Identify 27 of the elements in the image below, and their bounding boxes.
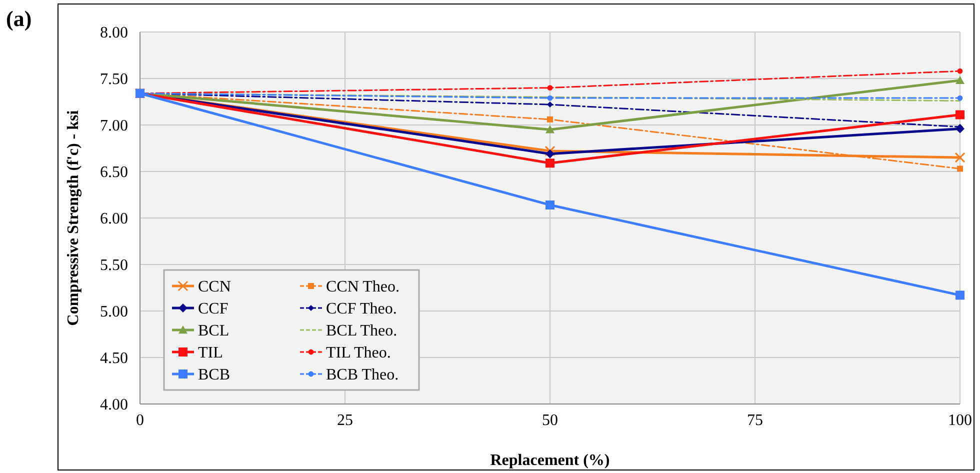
x-tick-label: 0 <box>136 412 144 429</box>
y-tick-label: 7.50 <box>100 71 128 88</box>
legend-label: BCB <box>198 366 230 384</box>
x-axis-title: Replacement (%) <box>490 452 610 469</box>
legend-label: TIL Theo. <box>326 344 391 362</box>
legend-label: BCB Theo. <box>326 366 399 384</box>
y-axis-title: Compressive Strength (f'c) - ksi <box>65 110 82 326</box>
legend-label: CCF Theo. <box>326 300 397 318</box>
x-tick-label: 75 <box>747 412 763 429</box>
legend-label: CCN Theo. <box>326 278 400 296</box>
x-tick-label: 50 <box>542 412 558 429</box>
y-tick-label: 4.00 <box>100 396 128 414</box>
y-tick-label: 8.00 <box>100 24 128 42</box>
legend-label: BCL <box>198 322 230 340</box>
legend-label: CCN <box>198 278 232 296</box>
legend-label: BCL Theo. <box>326 322 398 340</box>
x-tick-label: 25 <box>337 412 353 429</box>
y-tick-label: 4.50 <box>100 350 128 368</box>
text: (a) <box>6 6 32 31</box>
legend-label: TIL <box>198 344 223 362</box>
y-tick-label: 6.00 <box>100 210 128 228</box>
y-tick-label: 5.50 <box>100 257 128 274</box>
legend-label: CCF <box>198 300 228 318</box>
y-tick-label: 7.00 <box>100 118 128 135</box>
y-tick-label: 5.00 <box>100 304 128 321</box>
y-tick-label: 6.50 <box>100 164 128 182</box>
x-tick-label: 100 <box>948 412 972 429</box>
